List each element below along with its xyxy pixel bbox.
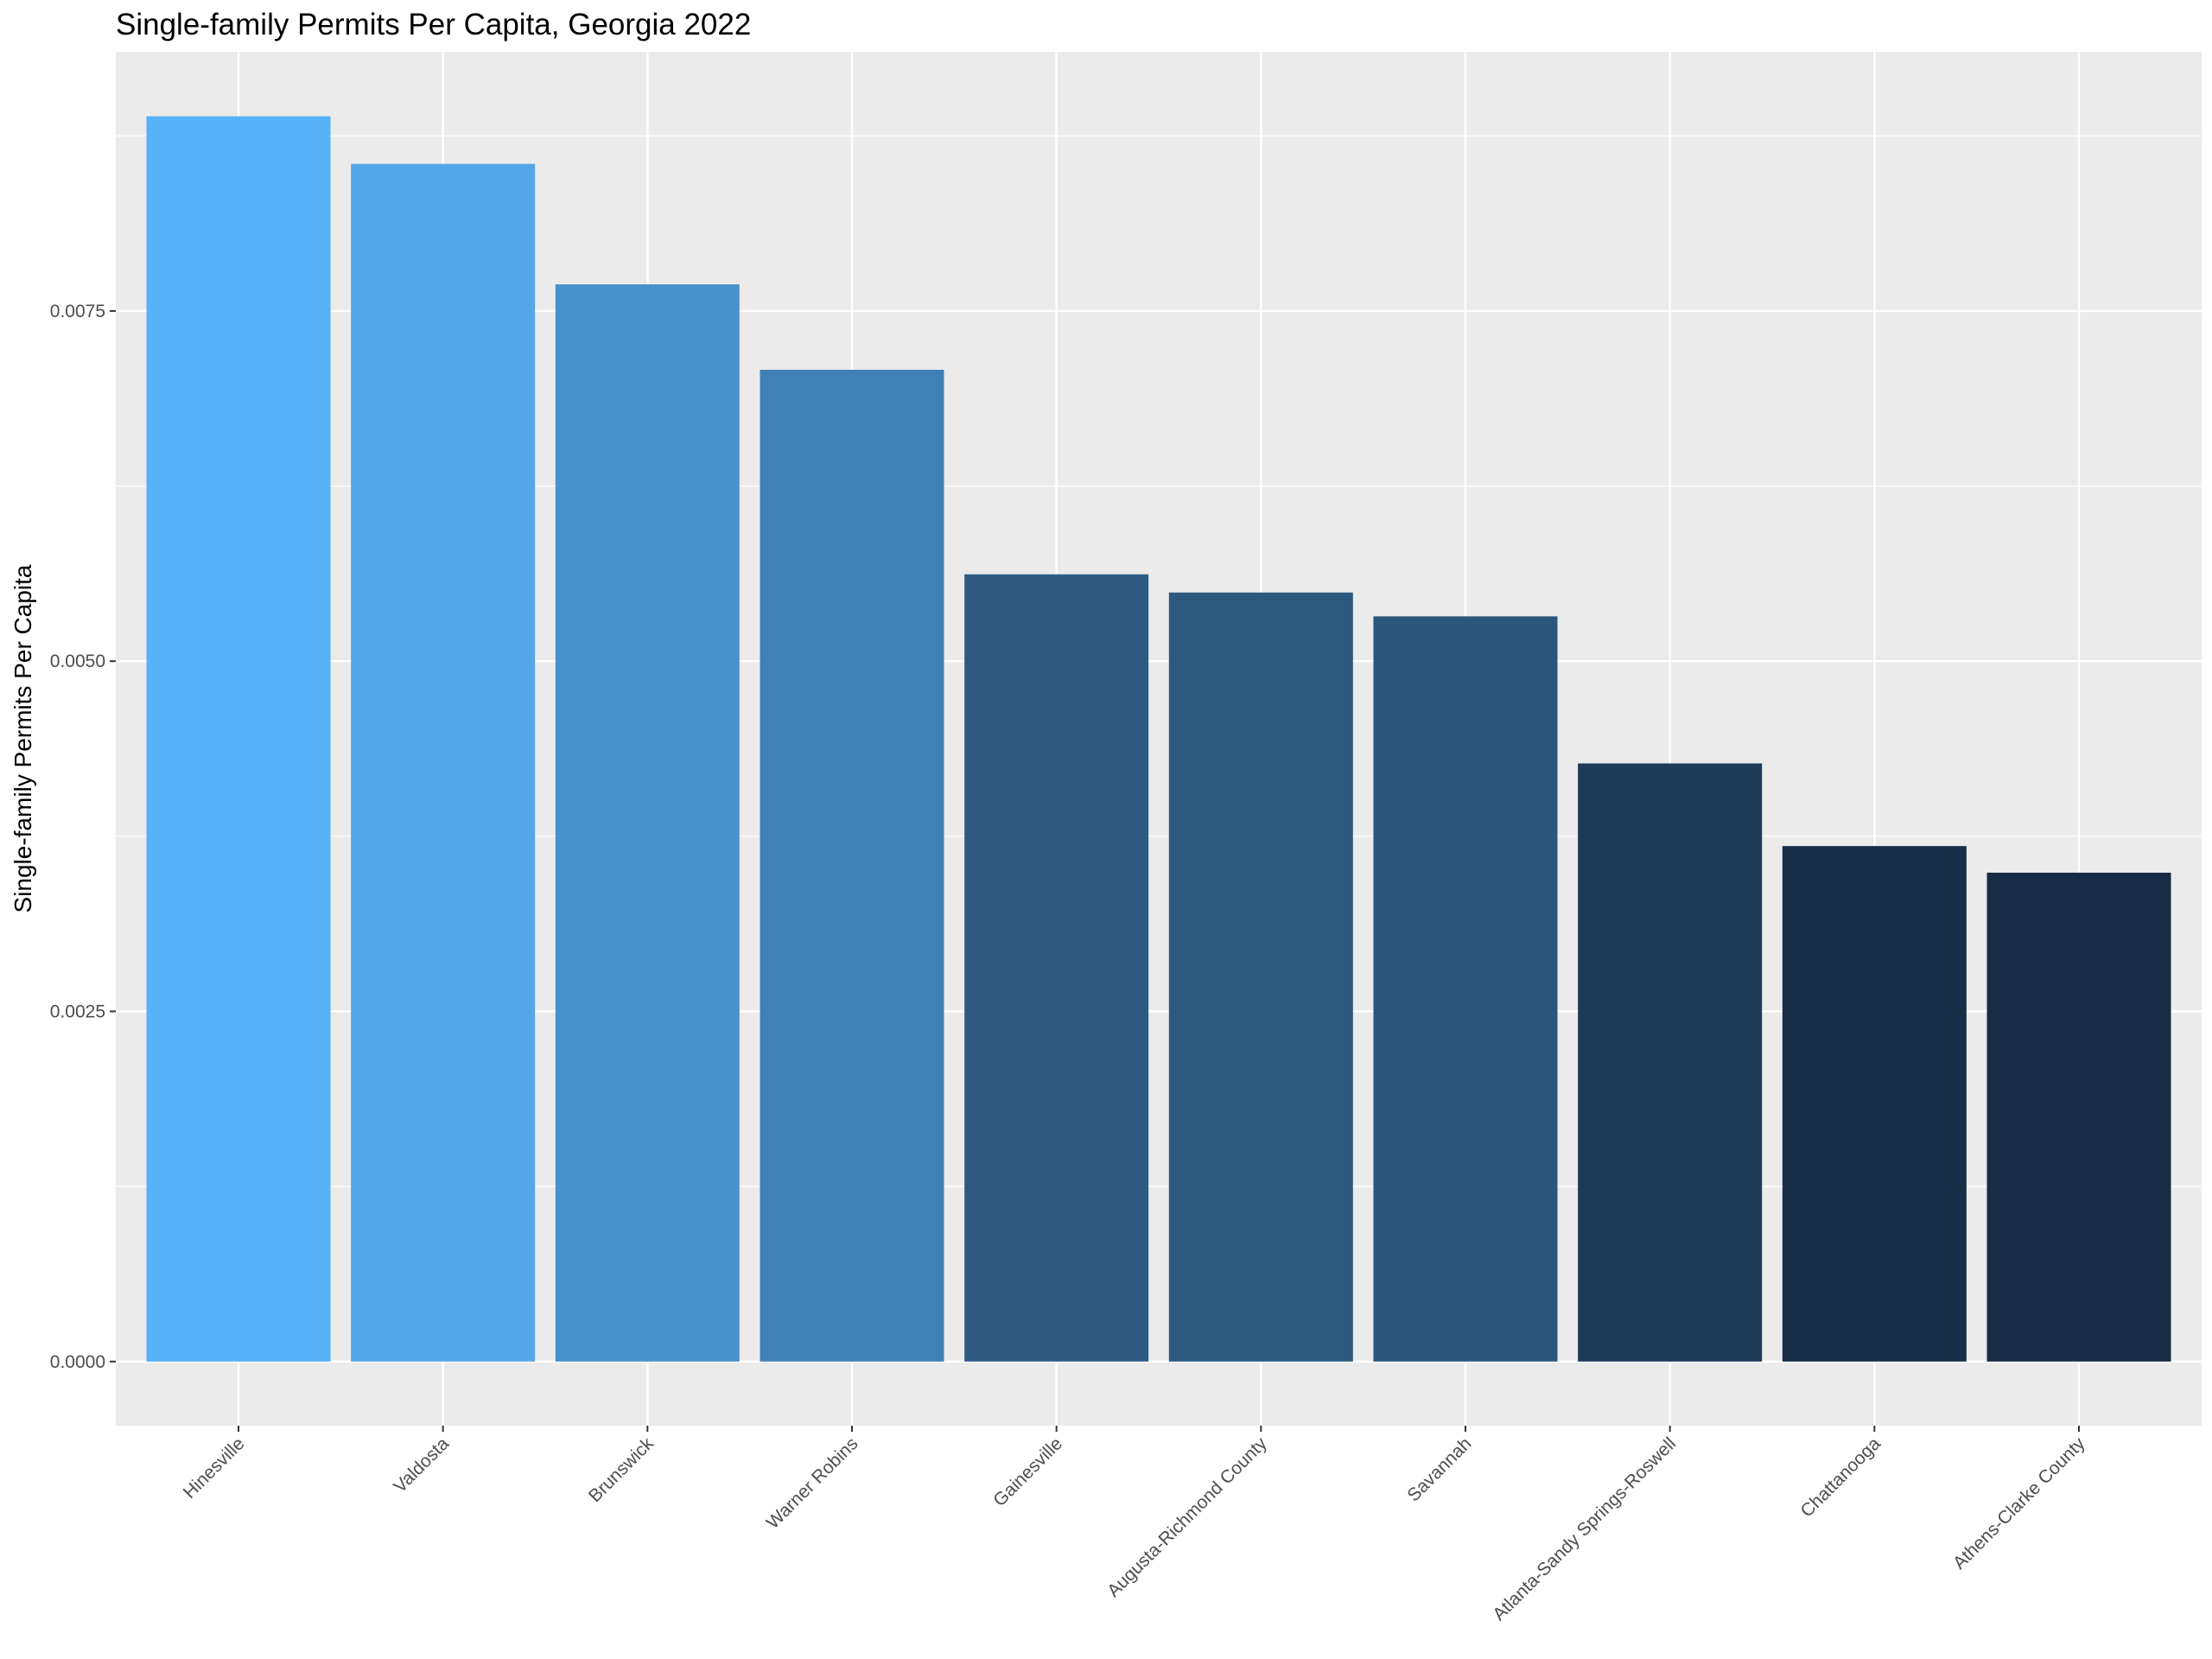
bar bbox=[964, 574, 1149, 1362]
bar bbox=[1782, 846, 1967, 1362]
bar bbox=[760, 369, 944, 1362]
bar bbox=[1986, 872, 2171, 1362]
x-tick-label: Atlanta-Sandy Springs-Roswell bbox=[1489, 1433, 1680, 1624]
x-tick-label: Chattanooga bbox=[1797, 1433, 1885, 1522]
bar bbox=[1373, 616, 1558, 1362]
x-tick-label: Hinesville bbox=[180, 1433, 249, 1503]
x-tick-label: Valdosta bbox=[390, 1433, 453, 1497]
bars bbox=[146, 116, 2171, 1362]
chart-title: Single-family Permits Per Capita, Georgi… bbox=[116, 8, 751, 41]
y-tick-label: 0.0050 bbox=[50, 652, 105, 671]
x-tick-label: Gainesville bbox=[989, 1433, 1066, 1510]
bar bbox=[555, 284, 740, 1362]
bar bbox=[146, 116, 331, 1362]
y-axis: 0.0000 0.0025 0.0050 0.0075 bbox=[50, 302, 116, 1372]
x-tick-label: Brunswick bbox=[585, 1433, 658, 1506]
y-tick-label: 0.0025 bbox=[50, 1001, 105, 1021]
x-tick-label: Savannah bbox=[1403, 1433, 1475, 1505]
bar bbox=[1168, 592, 1353, 1362]
y-axis-label: Single-family Permits Per Capita bbox=[10, 564, 36, 912]
bar bbox=[1578, 763, 1763, 1362]
bar bbox=[351, 163, 536, 1362]
x-tick-label: Athens-Clarke County bbox=[1949, 1433, 2089, 1573]
y-tick-label: 0.0000 bbox=[50, 1352, 105, 1372]
x-tick-label: Augusta-Richmond County bbox=[1103, 1433, 1271, 1601]
y-tick-label: 0.0075 bbox=[50, 302, 105, 321]
x-axis: Hinesville Valdosta Brunswick Warner Robins… bbox=[180, 1426, 2089, 1624]
x-tick-label: Warner Robins bbox=[763, 1433, 862, 1533]
